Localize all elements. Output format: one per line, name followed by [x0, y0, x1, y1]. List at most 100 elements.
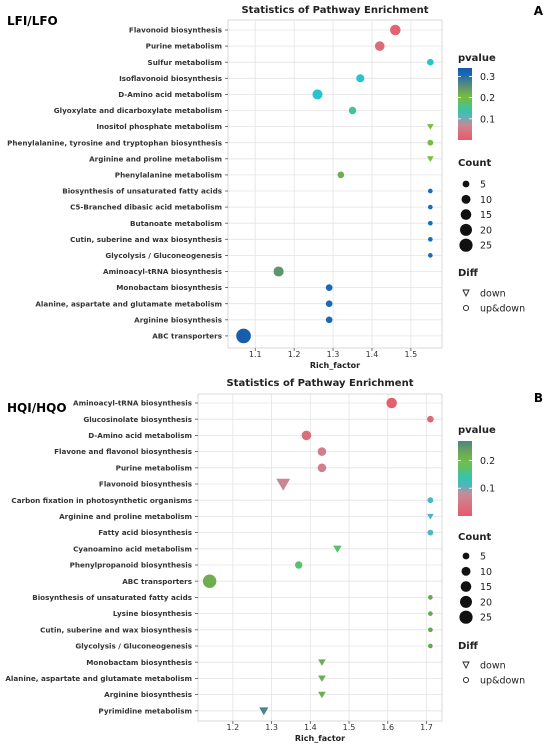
legend-count-label: 25	[480, 613, 492, 624]
chart-title: Statistics of Pathway Enrichment	[226, 378, 413, 389]
data-point	[317, 447, 327, 456]
data-point	[427, 497, 434, 504]
y-tick-label: Aminoacyl-tRNA biosynthesis	[73, 399, 192, 408]
y-tick-label: Monobactam biosynthesis	[116, 283, 222, 292]
data-point	[301, 430, 312, 441]
legend-count-dot	[462, 180, 470, 188]
data-point	[428, 627, 433, 633]
data-point	[317, 463, 327, 473]
legend-down-triangle	[462, 289, 470, 298]
y-tick-label: Sulfur metabolism	[148, 58, 222, 67]
legend-count-dot	[459, 610, 473, 624]
data-point	[374, 41, 385, 51]
data-point-down	[333, 545, 342, 553]
data-point	[428, 611, 433, 616]
legend-pvalue-title: pvalue	[458, 425, 496, 436]
y-tick-label: Isoflavonoid biosynthesis	[119, 74, 222, 83]
y-tick-label: Glucosinolate biosynthesis	[83, 415, 192, 424]
data-point	[427, 415, 434, 423]
y-tick-label: Alanine, aspartate and glutamate metabol…	[35, 299, 222, 308]
panel-letter: B	[534, 391, 543, 405]
x-axis-label: Rich_factor	[310, 361, 360, 370]
legend-count-dot	[460, 595, 472, 608]
legend-count-label: 15	[480, 210, 492, 221]
legend-updown-circle	[462, 304, 470, 312]
data-point-down	[318, 659, 326, 666]
y-tick-label: Biosynthesis of unsaturated fatty acids	[62, 187, 222, 196]
legend-count-dot	[461, 566, 471, 576]
data-point	[428, 595, 433, 600]
y-tick-label: ABC transporters	[152, 332, 222, 341]
panel-b: HQI/HQO B Statistics of Pathway Enrichment…	[5, 378, 543, 743]
panel-label: HQI/HQO	[7, 401, 67, 415]
legend-count-dot	[462, 552, 470, 560]
data-point	[428, 643, 433, 649]
legend-count-label: 15	[480, 582, 492, 593]
y-tick-label: Phenylpropanoid biosynthesis	[70, 561, 192, 570]
legend-count-dot	[459, 238, 473, 252]
legend-count-label: 5	[480, 552, 486, 563]
y-tick-label: Carbon fixation in photosynthetic organi…	[11, 496, 192, 505]
x-axis-label: Rich_factor	[295, 734, 345, 743]
legend-count-label: 10	[480, 567, 492, 578]
x-tick-label: 1.1	[249, 350, 262, 359]
panel-label: LFI/LFO	[7, 14, 58, 28]
legend-diff-label: down	[480, 289, 506, 300]
data-point	[325, 300, 333, 308]
y-tick-label: Biosynthesis of unsaturated fatty acids	[32, 593, 192, 602]
x-tick-label: 1.3	[265, 723, 278, 732]
legend-count-label: 20	[480, 597, 492, 608]
data-point-down	[426, 124, 434, 130]
x-tick-label: 1.4	[304, 723, 317, 732]
colorbar-tick-label: 0.2	[480, 93, 495, 104]
y-tick-label: Cutin, suberine and wax biosynthesis	[40, 625, 192, 634]
data-point	[236, 328, 251, 344]
legend-count-label: 25	[480, 241, 492, 252]
data-point	[348, 106, 357, 115]
y-tick-label: Glyoxylate and dicarboxylate metabolism	[54, 106, 222, 115]
y-tick-label: ABC transporters	[122, 577, 192, 586]
legend-count-dot	[461, 194, 471, 204]
x-tick-label: 1.2	[288, 350, 301, 359]
y-tick-label: Flavone and flavonol biosynthesis	[54, 447, 192, 456]
data-point	[202, 574, 217, 588]
y-tick-label: Phenylalanine, tyrosine and tryptophan b…	[7, 138, 222, 147]
data-point-down	[318, 675, 326, 683]
legend-count-dot	[460, 223, 472, 236]
data-point	[356, 74, 365, 83]
y-tick-label: Lysine biosynthesis	[113, 609, 192, 618]
data-point-down	[427, 513, 434, 520]
y-tick-label: Arginine and proline metabolism	[59, 512, 192, 521]
legend-count-label: 5	[480, 180, 486, 191]
data-point	[294, 561, 303, 569]
colorbar-tick-label: 0.1	[480, 484, 495, 495]
panel-letter: A	[534, 4, 544, 18]
data-point	[312, 89, 323, 100]
data-point	[427, 253, 433, 258]
y-tick-label: Alanine, aspartate and glutamate metabol…	[5, 674, 192, 683]
chart-title: Statistics of Pathway Enrichment	[241, 5, 428, 16]
y-tick-label: Cutin, suberine and wax biosynthesis	[70, 235, 222, 244]
legend-diff-label: up&down	[480, 304, 525, 315]
legend-count-dot	[460, 581, 472, 592]
data-point	[390, 24, 401, 36]
data-point	[273, 266, 284, 277]
x-tick-label: 1.6	[381, 723, 394, 732]
y-tick-label: Pyrimidine metabolism	[98, 706, 192, 715]
y-tick-label: Arginine and proline metabolism	[89, 154, 222, 163]
x-tick-label: 1.2	[226, 723, 239, 732]
y-tick-label: C5-Branched dibasic acid metabolism	[70, 203, 222, 212]
y-tick-label: Glycolysis / Gluconeogenesis	[105, 251, 222, 260]
data-point	[325, 316, 333, 324]
y-tick-label: Purine metabolism	[146, 42, 222, 51]
data-point	[427, 188, 433, 194]
legend-count-title: Count	[458, 532, 491, 543]
data-point	[427, 220, 433, 226]
y-tick-label: Fatty acid biosynthesis	[98, 528, 192, 537]
colorbar-tick-label: 0.3	[480, 72, 495, 83]
y-tick-label: Monobactam biosynthesis	[86, 658, 192, 667]
legend-diff-label: up&down	[480, 676, 525, 687]
data-point	[337, 171, 345, 179]
y-tick-label: Glycolysis / Gluconeogenesis	[75, 642, 192, 651]
